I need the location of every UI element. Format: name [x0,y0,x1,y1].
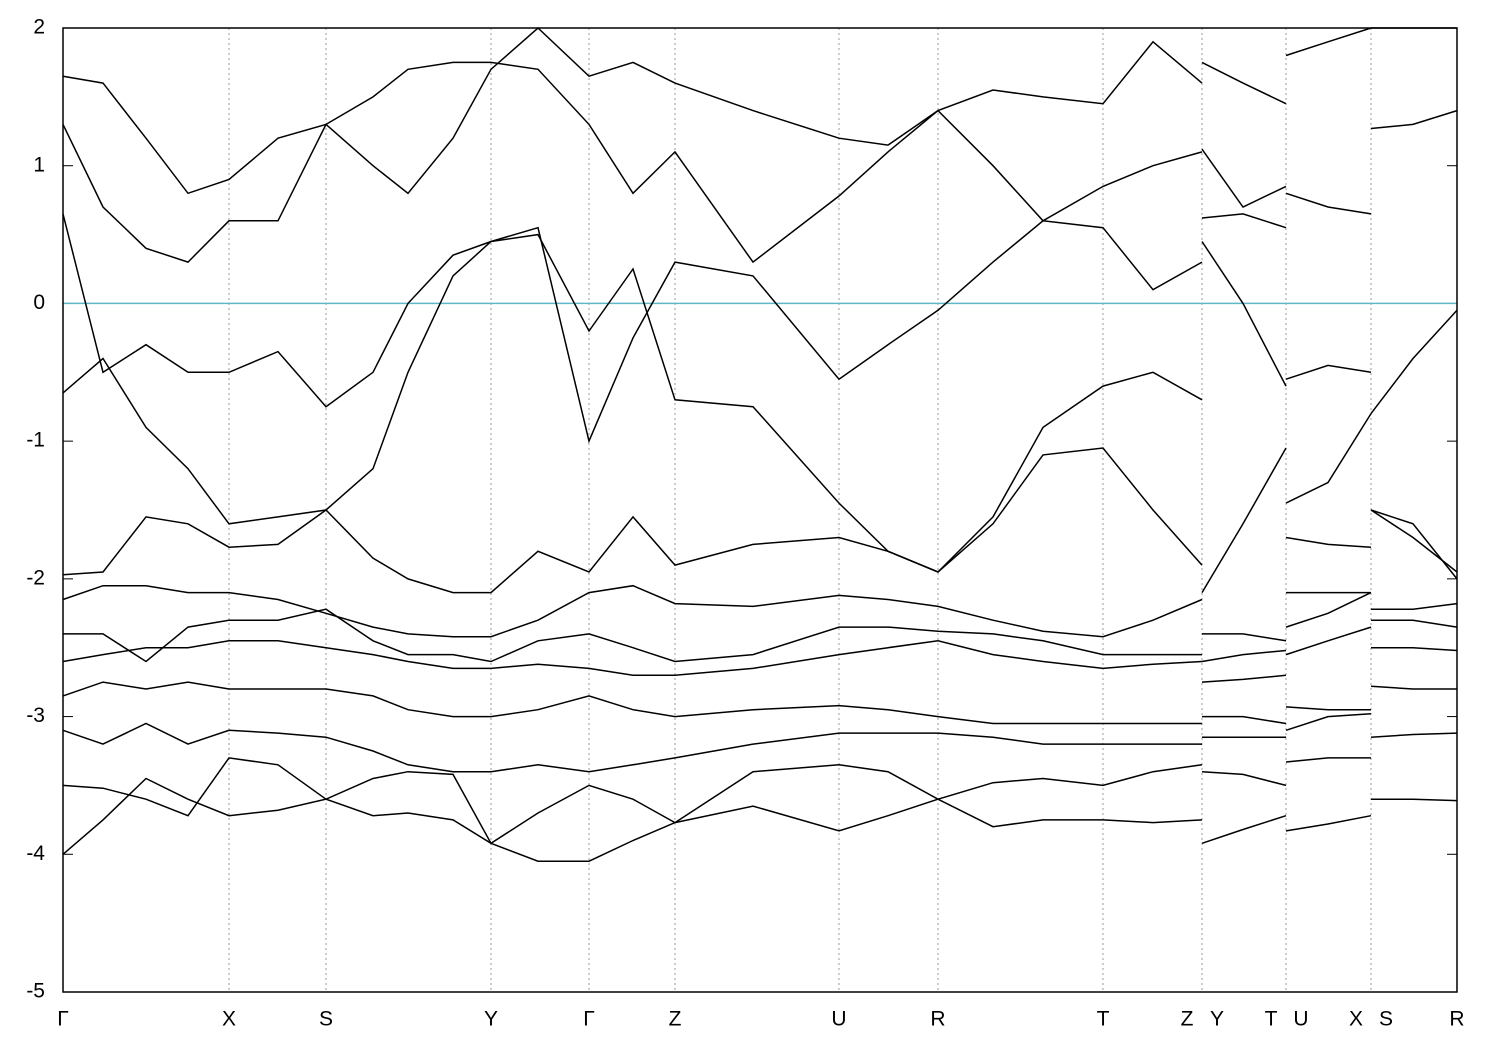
y-tick-label: 0 [33,291,45,314]
band-line [62,27,1457,264]
y-tick-label: 2 [33,16,45,39]
y-tick-label: -2 [26,566,45,589]
x-tick-label: S [319,1008,333,1031]
plot-frame [62,27,1458,993]
band-line [62,26,1372,195]
x-tick-label: Γ [57,1008,69,1031]
y-tick-label: 1 [33,153,45,176]
band-line [62,233,1458,573]
x-tick-label: X [1349,1008,1363,1031]
y-tick-label: -4 [26,842,45,865]
x-tick-label: Γ [583,1008,595,1031]
x-tick-label: R [930,1008,945,1031]
x-tick-label: T [1097,1008,1110,1031]
band-line [63,591,1458,663]
band-line [62,646,1458,725]
band-line [62,732,1458,845]
y-tick-label: -5 [26,980,45,1003]
band-line [62,777,1458,862]
x-tick-label: Y [1210,1008,1224,1031]
band-line [62,109,1458,444]
band-line [62,509,1458,642]
y-tick-label: -3 [26,704,45,727]
band-line [62,602,1458,683]
x-tick-label: R [1449,1008,1464,1031]
x-tick-label: Y [484,1008,498,1031]
x-tick-label: Z [669,1008,682,1031]
x-tick-label: Z [1181,1008,1194,1031]
x-tick-label: X [222,1008,236,1031]
x-tick-label: U [831,1008,846,1031]
x-tick-label: S [1379,1008,1393,1031]
band-line [62,685,1457,773]
y-tick-label: -1 [26,429,45,452]
x-tick-label: U [1293,1008,1308,1031]
x-tick-label: T [1265,1008,1278,1031]
band-line [62,447,1458,594]
